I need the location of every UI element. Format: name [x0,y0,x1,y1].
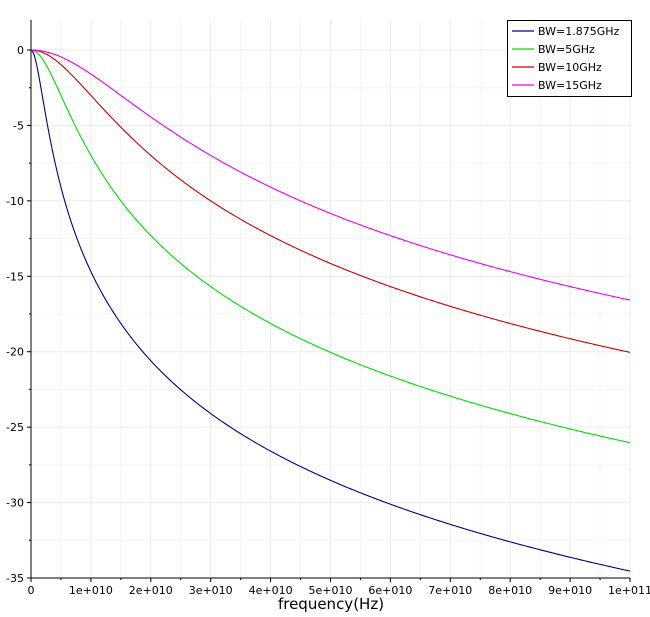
x-tick-label: 3e+010 [189,584,233,597]
series-line-3 [30,49,631,353]
x-tick-label: 1e+011 [608,584,650,597]
y-tick-label: -25 [6,421,24,434]
y-tick-label: -35 [6,572,24,585]
y-tick-label: -30 [6,497,24,510]
grid [31,20,631,579]
legend-label-3: BW=10GHz [538,61,602,74]
series-line-2 [30,49,631,444]
legend-box [507,20,632,97]
y-tick-label: -5 [13,119,24,132]
series-lines [30,49,631,572]
x-tick-label: 4e+010 [249,584,293,597]
x-tick-label: 7e+010 [428,584,472,597]
legend-label-4: BW=15GHz [538,79,602,92]
y-tick-label: 0 [17,44,24,57]
x-tick-label: 9e+010 [548,584,592,597]
x-axis-label: frequency(Hz) [278,595,384,613]
y-tick-label: -20 [6,346,24,359]
y-tick-label: -10 [6,195,24,208]
x-tick-label: 0 [28,584,35,597]
series-line-1 [30,49,631,572]
series-line-4 [30,49,631,301]
x-tick-label: 1e+010 [69,584,113,597]
legend: BW=1.875GHz BW=5GHz BW=10GHz BW=15GHz [507,20,632,97]
y-tick-labels: 0 -5 -10 -15 -20 -25 -30 -35 [6,44,24,585]
axes [27,20,631,582]
x-tick-label: 8e+010 [488,584,532,597]
x-tick-label: 2e+010 [129,584,173,597]
legend-label-2: BW=5GHz [538,43,595,56]
x-tick-label: 6e+010 [368,584,412,597]
x-tick-labels: 0 1e+010 2e+010 3e+010 4e+010 5e+010 6e+010 7e+… [28,584,650,597]
y-tick-label: -15 [6,270,24,283]
x-tick-label: 5e+010 [309,584,353,597]
legend-label-1: BW=1.875GHz [538,25,620,38]
